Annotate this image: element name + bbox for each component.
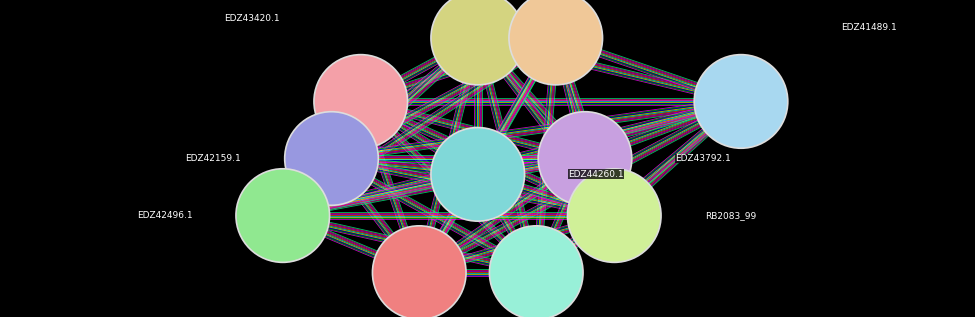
Ellipse shape [314,55,408,148]
Text: EDZ43420.1: EDZ43420.1 [224,14,280,23]
Ellipse shape [489,226,583,317]
Ellipse shape [431,0,525,85]
Text: EDZ42496.1: EDZ42496.1 [136,211,192,220]
Ellipse shape [236,169,330,262]
Text: EDZ44260.1: EDZ44260.1 [568,170,624,179]
Text: EDZ41489.1: EDZ41489.1 [841,23,897,32]
Text: RB2083_99: RB2083_99 [705,211,756,220]
Ellipse shape [538,112,632,205]
Ellipse shape [431,127,525,221]
Ellipse shape [509,0,603,85]
Text: EDZ42159.1: EDZ42159.1 [185,154,241,163]
Ellipse shape [694,55,788,148]
Ellipse shape [372,226,466,317]
Ellipse shape [567,169,661,262]
Text: EDZ43792.1: EDZ43792.1 [676,154,731,163]
Ellipse shape [285,112,378,205]
